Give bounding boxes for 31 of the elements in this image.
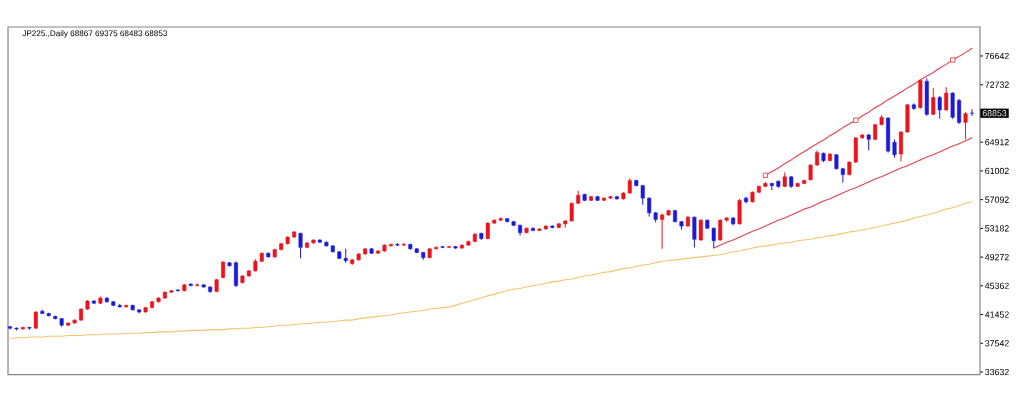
y-tick-label: 76642 [985,52,1009,60]
candlestick [769,182,774,191]
candlestick [692,215,697,248]
candlestick [233,260,238,288]
candlestick [970,108,974,117]
candlestick [898,130,903,162]
candlestick [892,138,897,159]
candlestick [963,111,968,140]
candlestick [957,98,962,125]
y-tick-label: 53182 [985,225,1009,232]
candlestick [944,86,949,112]
candlestick [660,213,665,250]
y-tick-label: 57092 [985,196,1009,203]
point [762,172,769,178]
candlestick [937,95,942,120]
candlestick [737,198,742,226]
chart-title: JP225.,Daily 68867 69375 68483 68853 [22,30,168,38]
y-tick-label: 41452 [984,311,1009,318]
point [853,117,859,123]
point [949,57,956,63]
y-tick-label: 45362 [984,282,1009,289]
y-tick-label: 37542 [985,340,1009,347]
y-tick-label: 33632 [985,368,1009,376]
candlestick [298,232,303,259]
y-tick-label: 61002 [985,167,1009,175]
y-tick-label: 64912 [985,139,1009,146]
y-tick-label: 49272 [984,253,1009,261]
candlestick [698,218,703,242]
y-tick-label: 72732 [985,81,1009,88]
candlestick [931,87,936,116]
annotation: 68853 [982,110,1007,117]
